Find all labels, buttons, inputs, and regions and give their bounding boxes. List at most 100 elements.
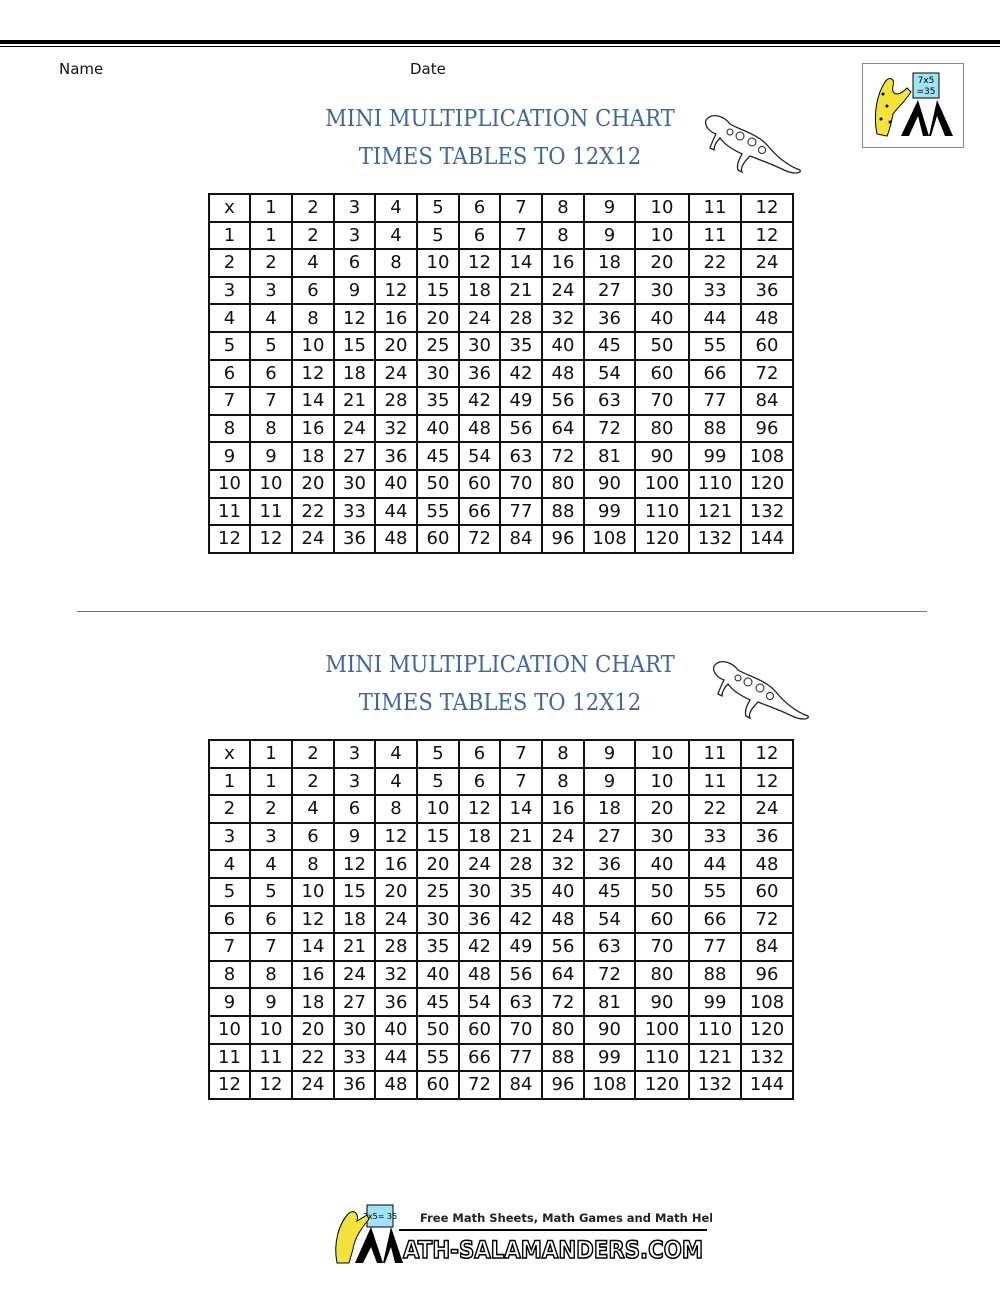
product-cell: 48: [458, 413, 501, 444]
product-cell: 6: [249, 904, 293, 935]
product-cell: 64: [541, 959, 585, 990]
column-header-cell: 7: [499, 193, 543, 223]
product-cell: 8: [374, 794, 418, 824]
product-cell: 3: [333, 766, 376, 797]
product-cell: 12: [374, 821, 418, 852]
row-header-cell: 11: [208, 496, 251, 527]
product-cell: 2: [249, 248, 293, 278]
row-header-cell: 4: [208, 849, 251, 879]
product-cell: 66: [458, 496, 501, 527]
product-cell: 110: [688, 1014, 742, 1045]
top-rule-thin: [0, 46, 1000, 47]
product-cell: 21: [333, 386, 376, 416]
product-cell: 7: [249, 386, 293, 416]
product-cell: 3: [249, 275, 293, 306]
product-cell: 22: [291, 1042, 335, 1073]
row-header-cell: 5: [208, 330, 251, 361]
column-header-cell: 5: [416, 739, 460, 769]
row-header-cell: 8: [208, 413, 251, 444]
product-cell: 22: [688, 248, 742, 278]
product-cell: 63: [499, 441, 543, 471]
product-cell: 16: [374, 303, 418, 333]
product-cell: 30: [458, 330, 501, 361]
column-header-cell: 12: [740, 739, 794, 769]
table-row: 1 1 2 3 4 5 6 7 8 9 10 11 12: [208, 220, 794, 251]
product-cell: 40: [634, 303, 690, 333]
product-cell: 42: [499, 904, 543, 935]
product-cell: 12: [249, 1070, 293, 1100]
table-row: 12 12 24 36 48 60 72 84 96 108 120 132 144: [208, 1070, 794, 1100]
product-cell: 12: [740, 766, 794, 797]
product-cell: 4: [291, 248, 335, 278]
product-cell: 11: [249, 1042, 293, 1073]
column-header-cell: 11: [688, 739, 742, 769]
product-cell: 16: [541, 794, 585, 824]
product-cell: 22: [291, 496, 335, 527]
product-cell: 24: [374, 358, 418, 389]
product-cell: 20: [291, 1014, 335, 1045]
footer-tagline: Free Math Sheets, Math Games and Math He…: [420, 1211, 712, 1225]
column-header-cell: 4: [374, 739, 418, 769]
product-cell: 32: [541, 849, 585, 879]
table-row: 2 2 4 6 8 10 12 14 16 18 20 22 24: [208, 248, 794, 278]
product-cell: 120: [740, 468, 794, 499]
row-header-cell: 10: [208, 1014, 251, 1045]
product-cell: 7: [499, 220, 543, 251]
product-cell: 40: [416, 959, 460, 990]
product-cell: 144: [740, 524, 794, 554]
column-header-cell: 9: [583, 193, 636, 223]
column-header-cell: 3: [333, 193, 376, 223]
product-cell: 90: [634, 441, 690, 471]
product-cell: 30: [333, 468, 376, 499]
product-cell: 20: [291, 468, 335, 499]
product-cell: 12: [249, 524, 293, 554]
product-cell: 8: [291, 303, 335, 333]
product-cell: 28: [374, 386, 418, 416]
row-header-cell: 1: [208, 220, 251, 251]
column-header-cell: 3: [333, 739, 376, 769]
product-cell: 9: [333, 275, 376, 306]
product-cell: 24: [458, 303, 501, 333]
row-header-cell: 3: [208, 275, 251, 306]
product-cell: 6: [333, 794, 376, 824]
product-cell: 33: [688, 821, 742, 852]
product-cell: 56: [541, 932, 585, 962]
product-cell: 55: [688, 330, 742, 361]
product-cell: 70: [499, 468, 543, 499]
product-cell: 96: [541, 1070, 585, 1100]
product-cell: 25: [416, 330, 460, 361]
product-cell: 4: [374, 220, 418, 251]
footer-logo: 7x5= 35 Free Math Sheets, Math Games and…: [327, 1203, 721, 1267]
product-cell: 64: [541, 413, 585, 444]
product-cell: 16: [291, 959, 335, 990]
table-row: 11 11 22 33 44 55 66 77 88 99 110 121 132: [208, 496, 794, 527]
table-row: 10 10 20 30 40 50 60 70 80 90 100 110 120: [208, 468, 794, 499]
chart-title-line2: TIMES TABLES TO 12X12: [358, 690, 642, 716]
product-cell: 11: [688, 220, 742, 251]
product-cell: 40: [374, 468, 418, 499]
table-row: 9 9 18 27 36 45 54 63 72 81 90 99 108: [208, 441, 794, 471]
product-cell: 60: [634, 358, 690, 389]
salamander-illustration: [712, 660, 809, 720]
svg-text:7x5= 35: 7x5= 35: [363, 1212, 397, 1221]
product-cell: 54: [458, 987, 501, 1017]
column-header-cell: 7: [499, 739, 543, 769]
product-cell: 12: [291, 904, 335, 935]
product-cell: 77: [688, 386, 742, 416]
chart-title-line2: TIMES TABLES TO 12X12: [358, 144, 642, 170]
product-cell: 21: [333, 932, 376, 962]
product-cell: 18: [583, 248, 636, 278]
product-cell: 8: [374, 248, 418, 278]
table-row: 11 11 22 33 44 55 66 77 88 99 110 121 132: [208, 1042, 794, 1073]
row-header-cell: 12: [208, 524, 251, 554]
svg-text:=35: =35: [917, 87, 936, 97]
name-label: Name: [59, 60, 104, 78]
product-cell: 10: [416, 248, 460, 278]
product-cell: 40: [541, 330, 585, 361]
product-cell: 110: [634, 496, 690, 527]
product-cell: 121: [688, 1042, 742, 1073]
product-cell: 28: [374, 932, 418, 962]
product-cell: 15: [416, 821, 460, 852]
table-row: 5 5 10 15 20 25 30 35 40 45 50 55 60: [208, 876, 794, 907]
column-header-cell: 1: [249, 739, 293, 769]
